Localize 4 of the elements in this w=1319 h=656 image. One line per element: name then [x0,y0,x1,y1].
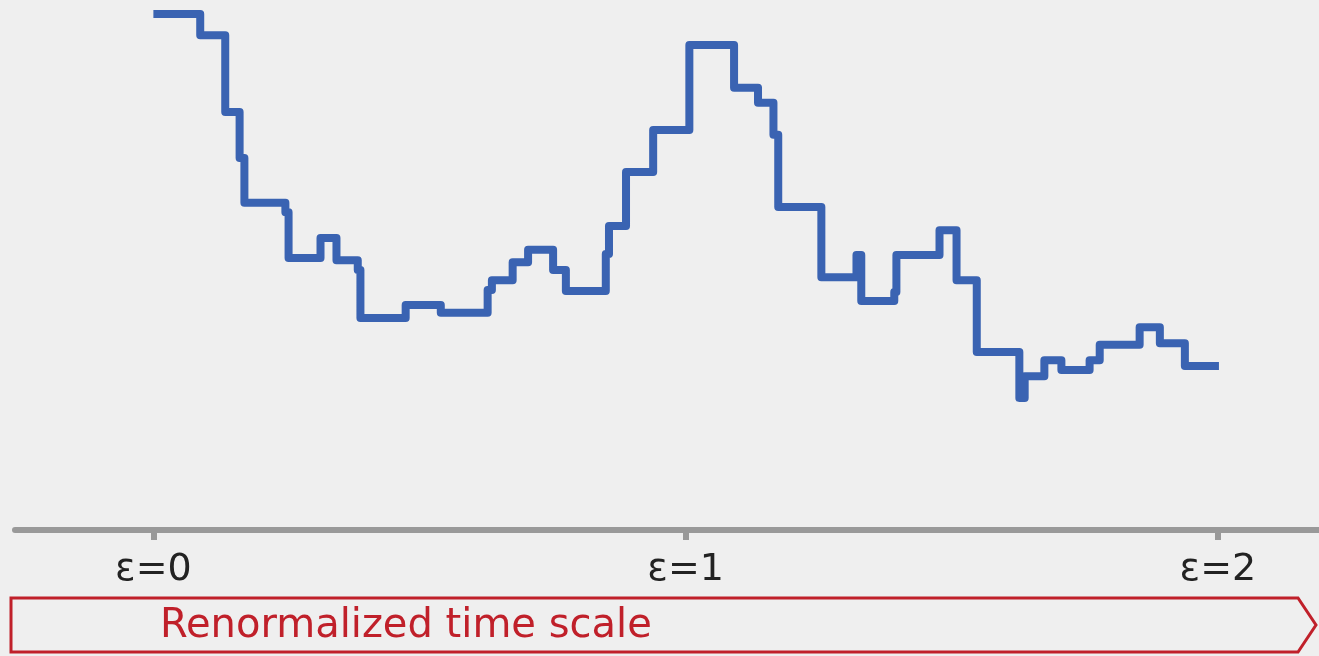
x-tick-label: ε=2 [1179,545,1257,589]
x-tick-label: ε=0 [115,545,192,589]
x-tick-label: ε=1 [647,545,724,589]
x-axis-title: Renormalized time scale [160,600,652,646]
